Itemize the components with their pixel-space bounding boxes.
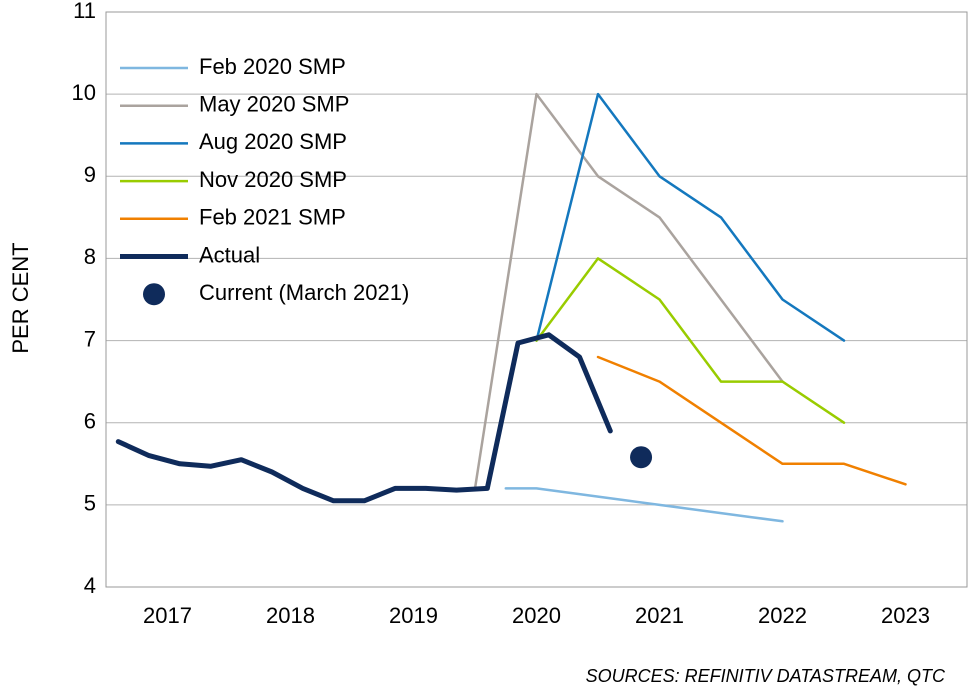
x-tick-label: 2020: [512, 603, 561, 628]
legend-label: Nov 2020 SMP: [199, 167, 347, 192]
x-tick-labels: 2017 2018 2019 2020 2021 2022 2023: [143, 603, 930, 628]
x-tick-label: 2021: [635, 603, 684, 628]
legend-label: Feb 2021 SMP: [199, 205, 346, 230]
y-tick-label: 7: [84, 326, 96, 351]
legend-label: May 2020 SMP: [199, 92, 349, 117]
x-tick-label: 2018: [266, 603, 315, 628]
y-tick-label: 9: [84, 162, 96, 187]
grid-lines: [106, 11, 967, 588]
current-point-marker: [630, 446, 653, 469]
y-axis-label: PER CENT: [8, 242, 33, 353]
y-tick-label: 10: [72, 80, 96, 105]
point-markers: [630, 446, 653, 469]
x-tick-label: 2017: [143, 603, 192, 628]
source-note: SOURCES: REFINITIV DATASTREAM, QTC: [586, 666, 946, 686]
y-tick-label: 8: [84, 244, 96, 269]
series-line-may-2020-smp: [473, 92, 784, 490]
series-lines: [115, 92, 907, 523]
legend: Feb 2020 SMP May 2020 SMP Aug 2020 SMP Nov …: [120, 54, 409, 306]
x-tick-label: 2023: [881, 603, 930, 628]
y-tick-labels: 4 5 6 7 8 9 10 11: [72, 0, 96, 598]
legend-swatch: [143, 283, 165, 306]
y-tick-label: 4: [84, 573, 96, 598]
legend-label: Aug 2020 SMP: [199, 129, 347, 154]
y-tick-label: 6: [84, 409, 96, 434]
legend-label: Current (March 2021): [199, 280, 409, 305]
series-line-aug-2020-smp: [535, 92, 846, 342]
plot-frame: [105, 11, 968, 588]
x-tick-label: 2019: [389, 603, 438, 628]
series-line-feb-2021-smp: [596, 355, 907, 486]
series-line-nov-2020-smp: [535, 257, 846, 424]
series-line-feb-2020-smp: [504, 487, 784, 523]
y-tick-label: 5: [84, 491, 96, 516]
legend-label: Feb 2020 SMP: [199, 54, 346, 79]
legend-label: Actual: [199, 242, 260, 267]
series-line-actual: [115, 332, 613, 504]
y-tick-label: 11: [73, 0, 96, 23]
x-tick-label: 2022: [758, 603, 807, 628]
